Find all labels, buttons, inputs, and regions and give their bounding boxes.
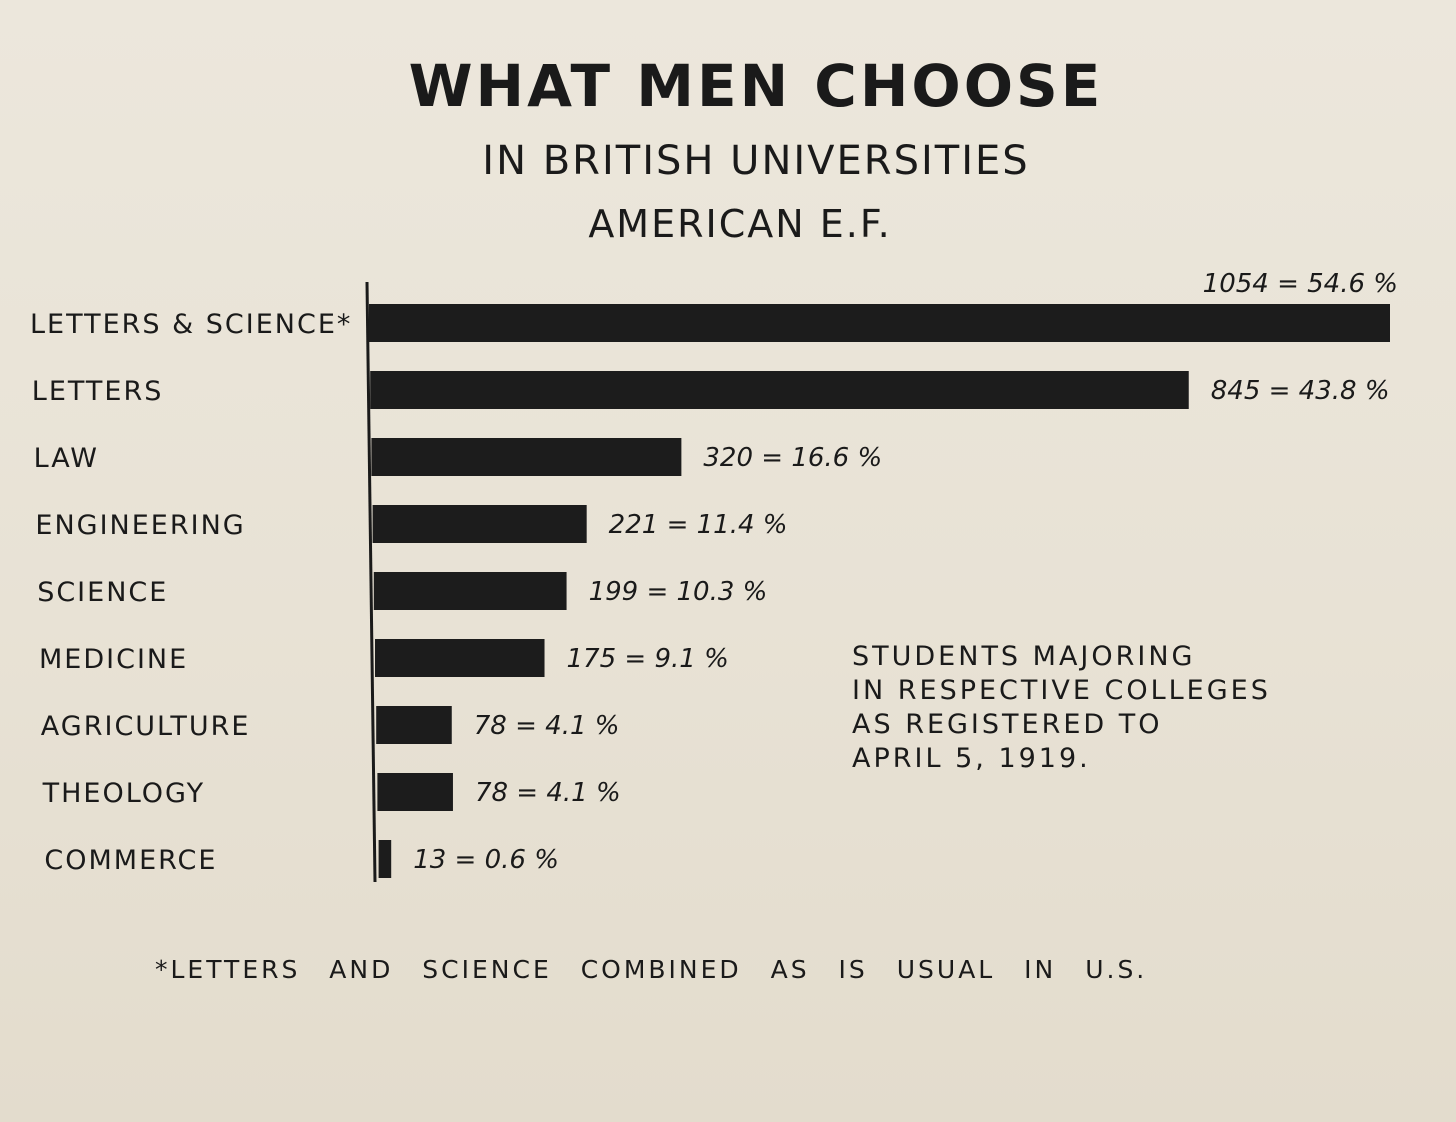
bar — [370, 371, 1189, 409]
bar — [375, 639, 545, 677]
chart-title: WHAT MEN CHOOSE — [408, 52, 1104, 120]
category-label: THEOLOGY — [42, 778, 206, 809]
bar — [371, 438, 682, 476]
bar — [378, 840, 392, 878]
category-label: AGRICULTURE — [41, 711, 251, 742]
value-label: 13 = 0.6 % — [413, 845, 559, 875]
bar — [369, 304, 1390, 342]
annotation-line: APRIL 5, 1919. — [852, 743, 1091, 774]
bar — [377, 773, 453, 811]
bar — [376, 706, 452, 744]
category-label: LETTERS & SCIENCE* — [30, 309, 352, 340]
value-label: 221 = 11.4 % — [609, 510, 788, 540]
value-label: 1054 = 54.6 % — [1203, 269, 1398, 299]
category-label: COMMERCE — [44, 845, 217, 876]
chart-subtitle-2: AMERICAN E.F. — [588, 202, 892, 246]
category-label: SCIENCE — [37, 577, 168, 608]
footnote: *LETTERS AND SCIENCE COMBINED AS IS USUA… — [155, 955, 1148, 984]
value-label: 78 = 4.1 % — [474, 711, 620, 741]
bar — [373, 572, 567, 610]
value-label: 845 = 43.8 % — [1211, 376, 1390, 406]
value-label: 199 = 10.3 % — [589, 577, 768, 607]
category-label: LAW — [34, 443, 99, 474]
category-label: ENGINEERING — [35, 510, 245, 541]
annotation-line: STUDENTS MAJORING — [852, 641, 1196, 672]
annotation-note: STUDENTS MAJORING IN RESPECTIVE COLLEGES… — [852, 640, 1271, 776]
value-label: 78 = 4.1 % — [475, 778, 621, 808]
category-label: MEDICINE — [39, 644, 188, 675]
chart-subtitle: IN BRITISH UNIVERSITIES — [482, 138, 1030, 184]
annotation-line: IN RESPECTIVE COLLEGES — [852, 675, 1271, 706]
value-label: 175 = 9.1 % — [567, 644, 729, 674]
y-axis-line — [365, 281, 377, 883]
bar — [372, 505, 587, 543]
value-label: 320 = 16.6 % — [703, 443, 882, 473]
category-label: LETTERS — [32, 376, 164, 407]
annotation-line: AS REGISTERED TO — [852, 709, 1163, 740]
